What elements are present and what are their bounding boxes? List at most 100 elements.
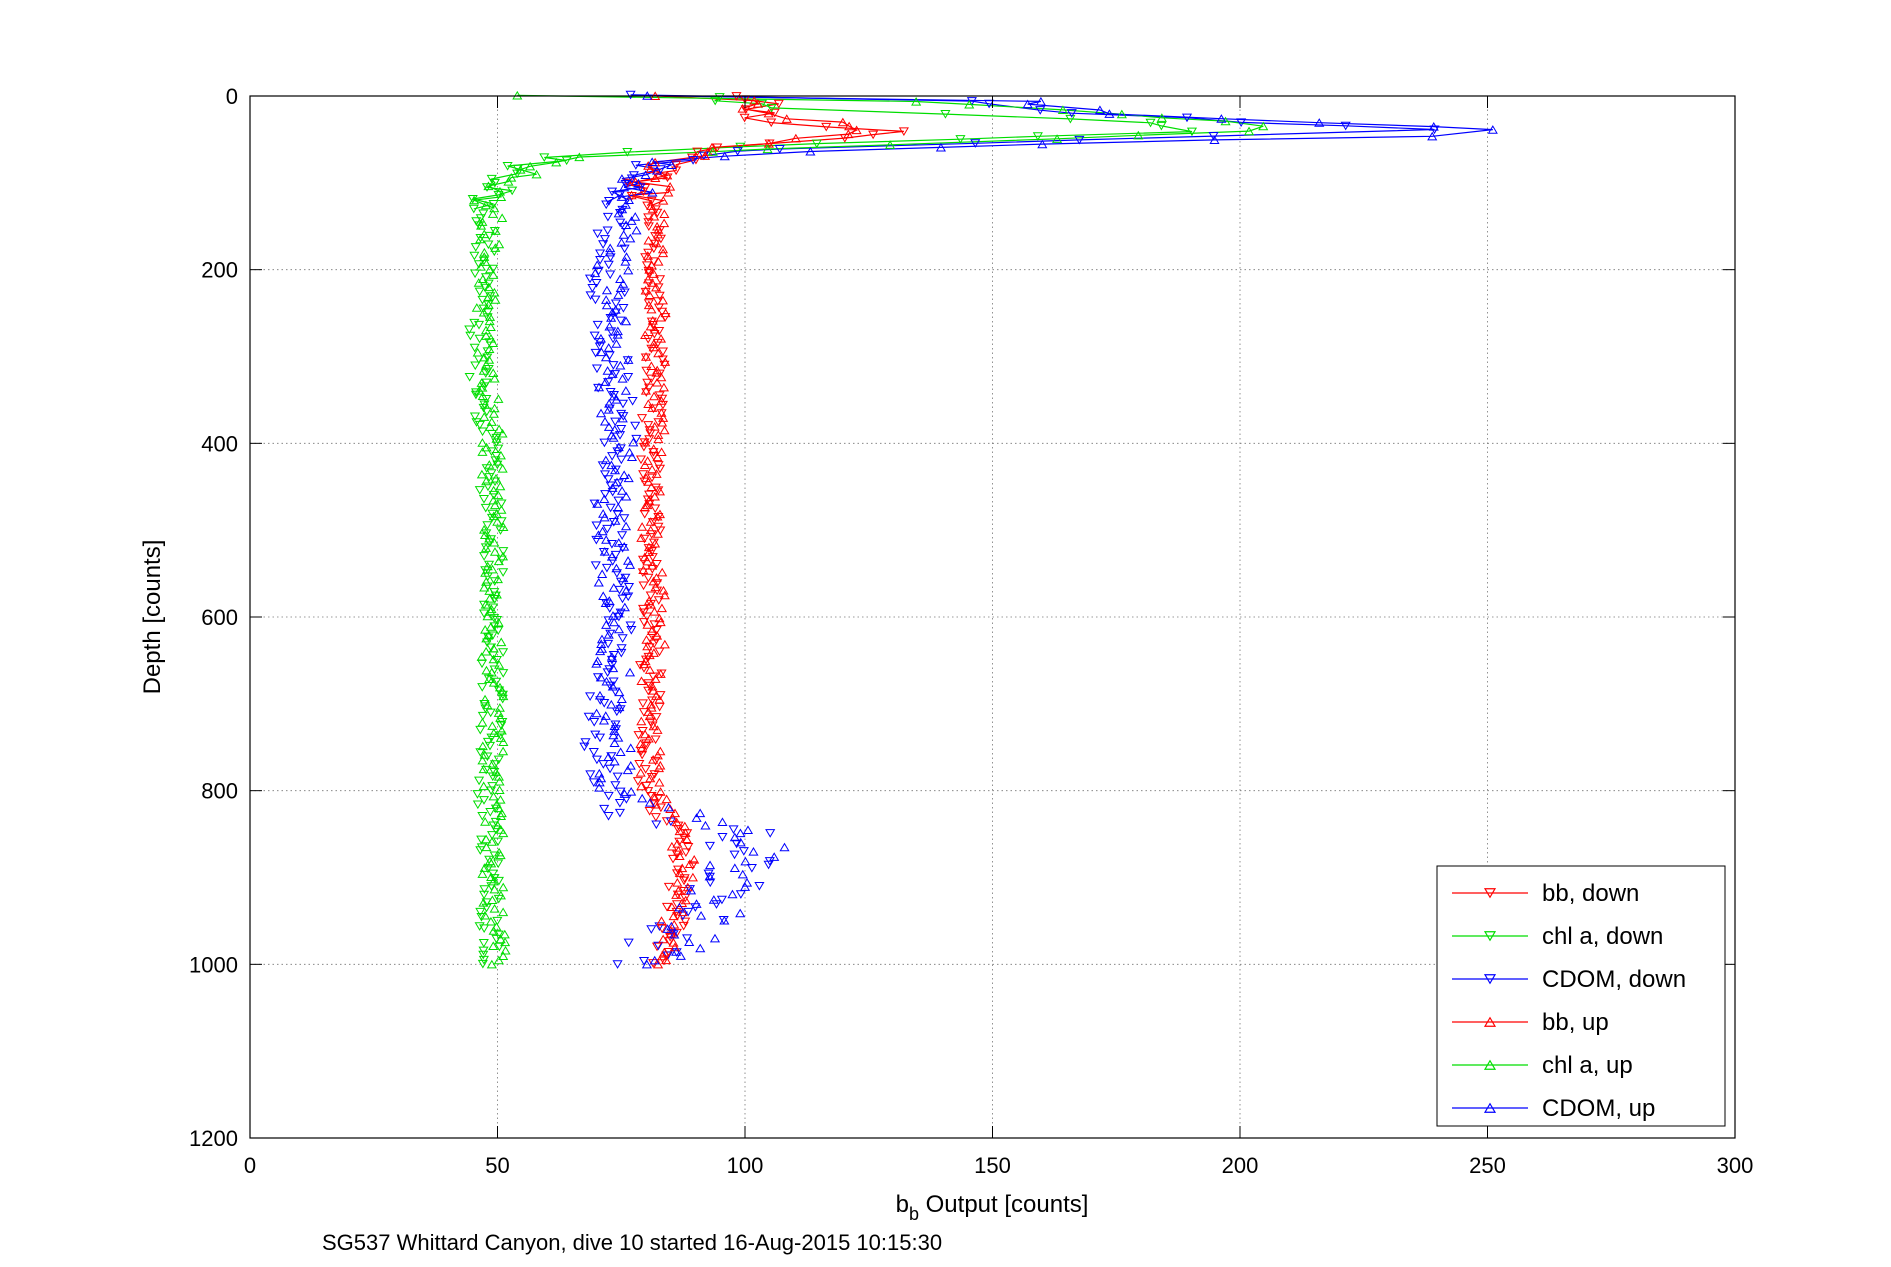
data-point bbox=[657, 295, 669, 305]
data-point bbox=[606, 460, 617, 470]
data-point bbox=[589, 331, 600, 341]
data-point bbox=[640, 656, 651, 665]
data-point bbox=[672, 878, 683, 887]
data-point bbox=[653, 941, 664, 951]
data-point bbox=[654, 291, 665, 301]
data-point bbox=[594, 733, 606, 743]
data-point bbox=[479, 910, 491, 920]
data-point bbox=[492, 837, 504, 847]
data-point bbox=[493, 772, 504, 781]
series-line-1 bbox=[472, 96, 1193, 210]
data-point bbox=[665, 804, 676, 813]
data-point bbox=[645, 699, 657, 709]
data-point bbox=[643, 300, 654, 310]
data-point bbox=[680, 848, 691, 858]
data-point bbox=[616, 409, 627, 419]
data-point bbox=[594, 777, 605, 787]
data-point bbox=[652, 725, 663, 734]
data-point bbox=[482, 638, 493, 648]
data-point bbox=[480, 200, 491, 210]
data-point bbox=[641, 612, 652, 622]
data-point bbox=[656, 669, 667, 679]
data-point bbox=[609, 425, 620, 434]
data-point bbox=[498, 522, 509, 531]
data-point bbox=[652, 750, 663, 760]
data-point bbox=[647, 403, 658, 412]
data-point bbox=[648, 576, 659, 586]
data-point bbox=[477, 217, 488, 226]
data-point bbox=[478, 950, 489, 960]
data-point bbox=[498, 746, 509, 756]
data-point bbox=[1427, 131, 1438, 141]
data-point bbox=[599, 416, 611, 426]
data-point bbox=[484, 560, 495, 570]
data-point bbox=[640, 352, 652, 361]
data-point bbox=[659, 590, 670, 600]
data-point bbox=[650, 756, 661, 766]
data-point bbox=[618, 222, 630, 232]
data-point bbox=[496, 637, 507, 647]
data-point bbox=[477, 447, 488, 456]
data-point bbox=[474, 776, 485, 786]
data-point bbox=[619, 541, 630, 551]
data-point bbox=[485, 708, 496, 718]
data-point bbox=[661, 902, 673, 912]
data-point bbox=[616, 648, 627, 658]
data-point bbox=[616, 237, 627, 247]
data-point bbox=[665, 925, 676, 935]
data-point bbox=[1156, 121, 1167, 131]
data-point bbox=[655, 669, 666, 678]
data-point bbox=[626, 452, 638, 462]
data-point bbox=[610, 299, 622, 309]
data-point bbox=[647, 464, 658, 474]
data-point bbox=[644, 264, 655, 274]
data-point bbox=[617, 399, 629, 409]
data-point bbox=[482, 561, 493, 571]
data-point bbox=[651, 626, 662, 635]
data-point bbox=[597, 569, 608, 579]
data-point bbox=[494, 776, 505, 786]
data-point bbox=[615, 316, 626, 326]
data-point bbox=[779, 842, 790, 852]
data-point bbox=[485, 622, 497, 631]
data-point bbox=[619, 288, 630, 298]
x-tick-label: 150 bbox=[974, 1153, 1011, 1178]
data-point bbox=[633, 731, 644, 740]
data-point bbox=[620, 200, 631, 209]
data-point bbox=[668, 911, 679, 921]
legend-entry: chl a, up bbox=[1452, 1052, 1633, 1079]
data-point bbox=[710, 96, 721, 106]
data-point bbox=[497, 694, 508, 704]
data-point bbox=[498, 547, 509, 556]
data-point bbox=[628, 437, 639, 447]
data-point bbox=[658, 934, 669, 944]
data-point bbox=[654, 486, 666, 496]
data-point bbox=[590, 348, 601, 358]
data-point bbox=[483, 300, 494, 309]
data-point bbox=[704, 860, 716, 870]
data-point bbox=[592, 229, 603, 239]
data-point bbox=[646, 703, 657, 712]
data-point bbox=[935, 142, 947, 152]
data-point bbox=[660, 308, 671, 318]
data-point bbox=[1209, 135, 1220, 144]
data-point bbox=[661, 955, 672, 965]
data-point bbox=[491, 677, 502, 687]
data-point bbox=[494, 942, 505, 952]
data-point bbox=[898, 127, 909, 136]
data-point bbox=[1145, 118, 1156, 128]
data-point bbox=[621, 586, 632, 595]
data-point bbox=[485, 808, 496, 817]
data-point bbox=[644, 797, 656, 807]
data-point bbox=[493, 490, 504, 500]
data-point bbox=[638, 956, 650, 966]
data-point bbox=[642, 251, 653, 260]
data-point bbox=[1220, 116, 1231, 126]
data-point bbox=[655, 787, 666, 796]
data-point bbox=[646, 304, 657, 314]
data-point bbox=[610, 516, 621, 525]
data-point bbox=[651, 942, 663, 952]
data-point bbox=[640, 285, 651, 295]
data-point bbox=[648, 391, 660, 401]
data-point bbox=[478, 209, 489, 219]
